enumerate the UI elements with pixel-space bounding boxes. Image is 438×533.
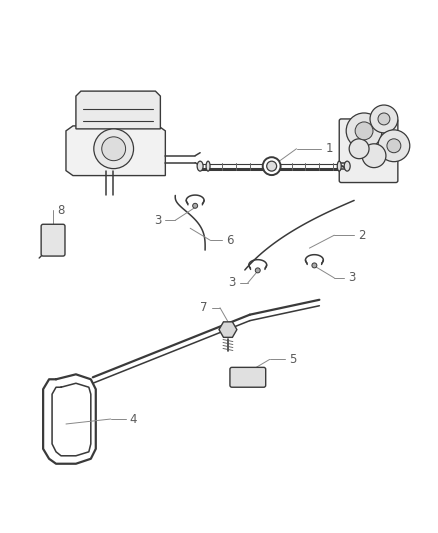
FancyBboxPatch shape [230, 367, 266, 387]
FancyBboxPatch shape [41, 224, 65, 256]
Circle shape [193, 203, 198, 208]
Text: 3: 3 [154, 214, 161, 227]
Text: 8: 8 [57, 204, 65, 217]
Circle shape [378, 130, 410, 161]
Ellipse shape [337, 161, 341, 171]
Circle shape [355, 122, 373, 140]
Text: 5: 5 [289, 353, 296, 366]
Text: 6: 6 [226, 233, 234, 247]
Circle shape [378, 113, 390, 125]
Polygon shape [76, 91, 160, 129]
Circle shape [387, 139, 401, 153]
Circle shape [370, 105, 398, 133]
Circle shape [267, 161, 277, 171]
Circle shape [255, 268, 260, 273]
Text: 1: 1 [325, 142, 333, 155]
Circle shape [346, 113, 382, 149]
Circle shape [94, 129, 134, 168]
Ellipse shape [206, 161, 210, 171]
Circle shape [102, 137, 126, 160]
Polygon shape [66, 126, 165, 175]
FancyBboxPatch shape [339, 119, 398, 182]
Circle shape [349, 139, 369, 159]
Circle shape [263, 157, 281, 175]
Text: 2: 2 [358, 229, 366, 241]
Circle shape [312, 263, 317, 268]
Circle shape [362, 144, 386, 168]
Ellipse shape [197, 161, 203, 171]
Ellipse shape [344, 161, 350, 171]
Text: 3: 3 [228, 277, 236, 289]
Text: 7: 7 [200, 301, 208, 314]
Text: 4: 4 [130, 413, 137, 425]
Text: 3: 3 [349, 271, 356, 285]
